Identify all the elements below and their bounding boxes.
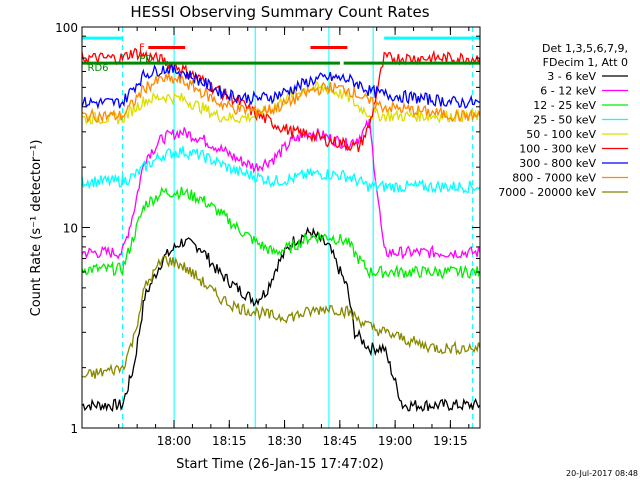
y-axis-label: Count Rate (s⁻¹ detector⁻¹) (29, 140, 44, 317)
y-tick-label: 1 (70, 422, 78, 436)
legend-label: 7000 - 20000 keV (498, 186, 596, 199)
x-tick-label: 18:30 (267, 434, 302, 448)
chart-title: HESSI Observing Summary Count Rates (130, 3, 429, 21)
legend-title-line-2: FDecim 1, Att 0 (543, 56, 628, 69)
legend-title-line-1: Det 1,3,5,6,7,9, (542, 42, 628, 55)
series-line-800-7000-kev (81, 72, 481, 124)
y-tick-label: 100 (55, 21, 78, 35)
x-axis-label: Start Time (26-Jan-15 17:47:02) (176, 457, 384, 472)
x-tick-label: 19:00 (378, 434, 413, 448)
y-tick-label: 10 (63, 222, 78, 236)
footer-date: 20-Jul-2017 08:48 (566, 469, 638, 478)
series-line-12-25-kev (81, 186, 481, 280)
legend-label: 800 - 7000 keV (512, 172, 596, 185)
legend-label: 12 - 25 keV (533, 99, 596, 112)
x-tick-label: 18:45 (323, 434, 358, 448)
legend-label: 300 - 800 keV (519, 157, 596, 170)
series-line-100-300-kev (81, 47, 481, 153)
series-line-3-6-kev (81, 226, 481, 413)
x-tick-label: 18:00 (157, 434, 192, 448)
series-line-50-100-kev (81, 80, 481, 126)
flag-annotation: PD (139, 54, 153, 65)
series-line-25-50-kev (81, 146, 481, 194)
series-line-300-800-kev (81, 61, 481, 110)
flag-annotation: F (139, 42, 145, 53)
legend-label: 100 - 300 keV (519, 143, 596, 156)
legend-label: 6 - 12 keV (540, 85, 596, 98)
legend-label: 25 - 50 keV (533, 114, 596, 127)
x-tick-label: 19:15 (433, 434, 468, 448)
flag-annotation: RD6 (88, 63, 109, 74)
legend-label: 3 - 6 keV (547, 70, 596, 83)
series-line-6-12-kev (81, 118, 481, 260)
series-line-7000-20000-kev (81, 255, 481, 379)
legend-label: 50 - 100 keV (526, 128, 596, 141)
x-tick-label: 18:15 (212, 434, 247, 448)
